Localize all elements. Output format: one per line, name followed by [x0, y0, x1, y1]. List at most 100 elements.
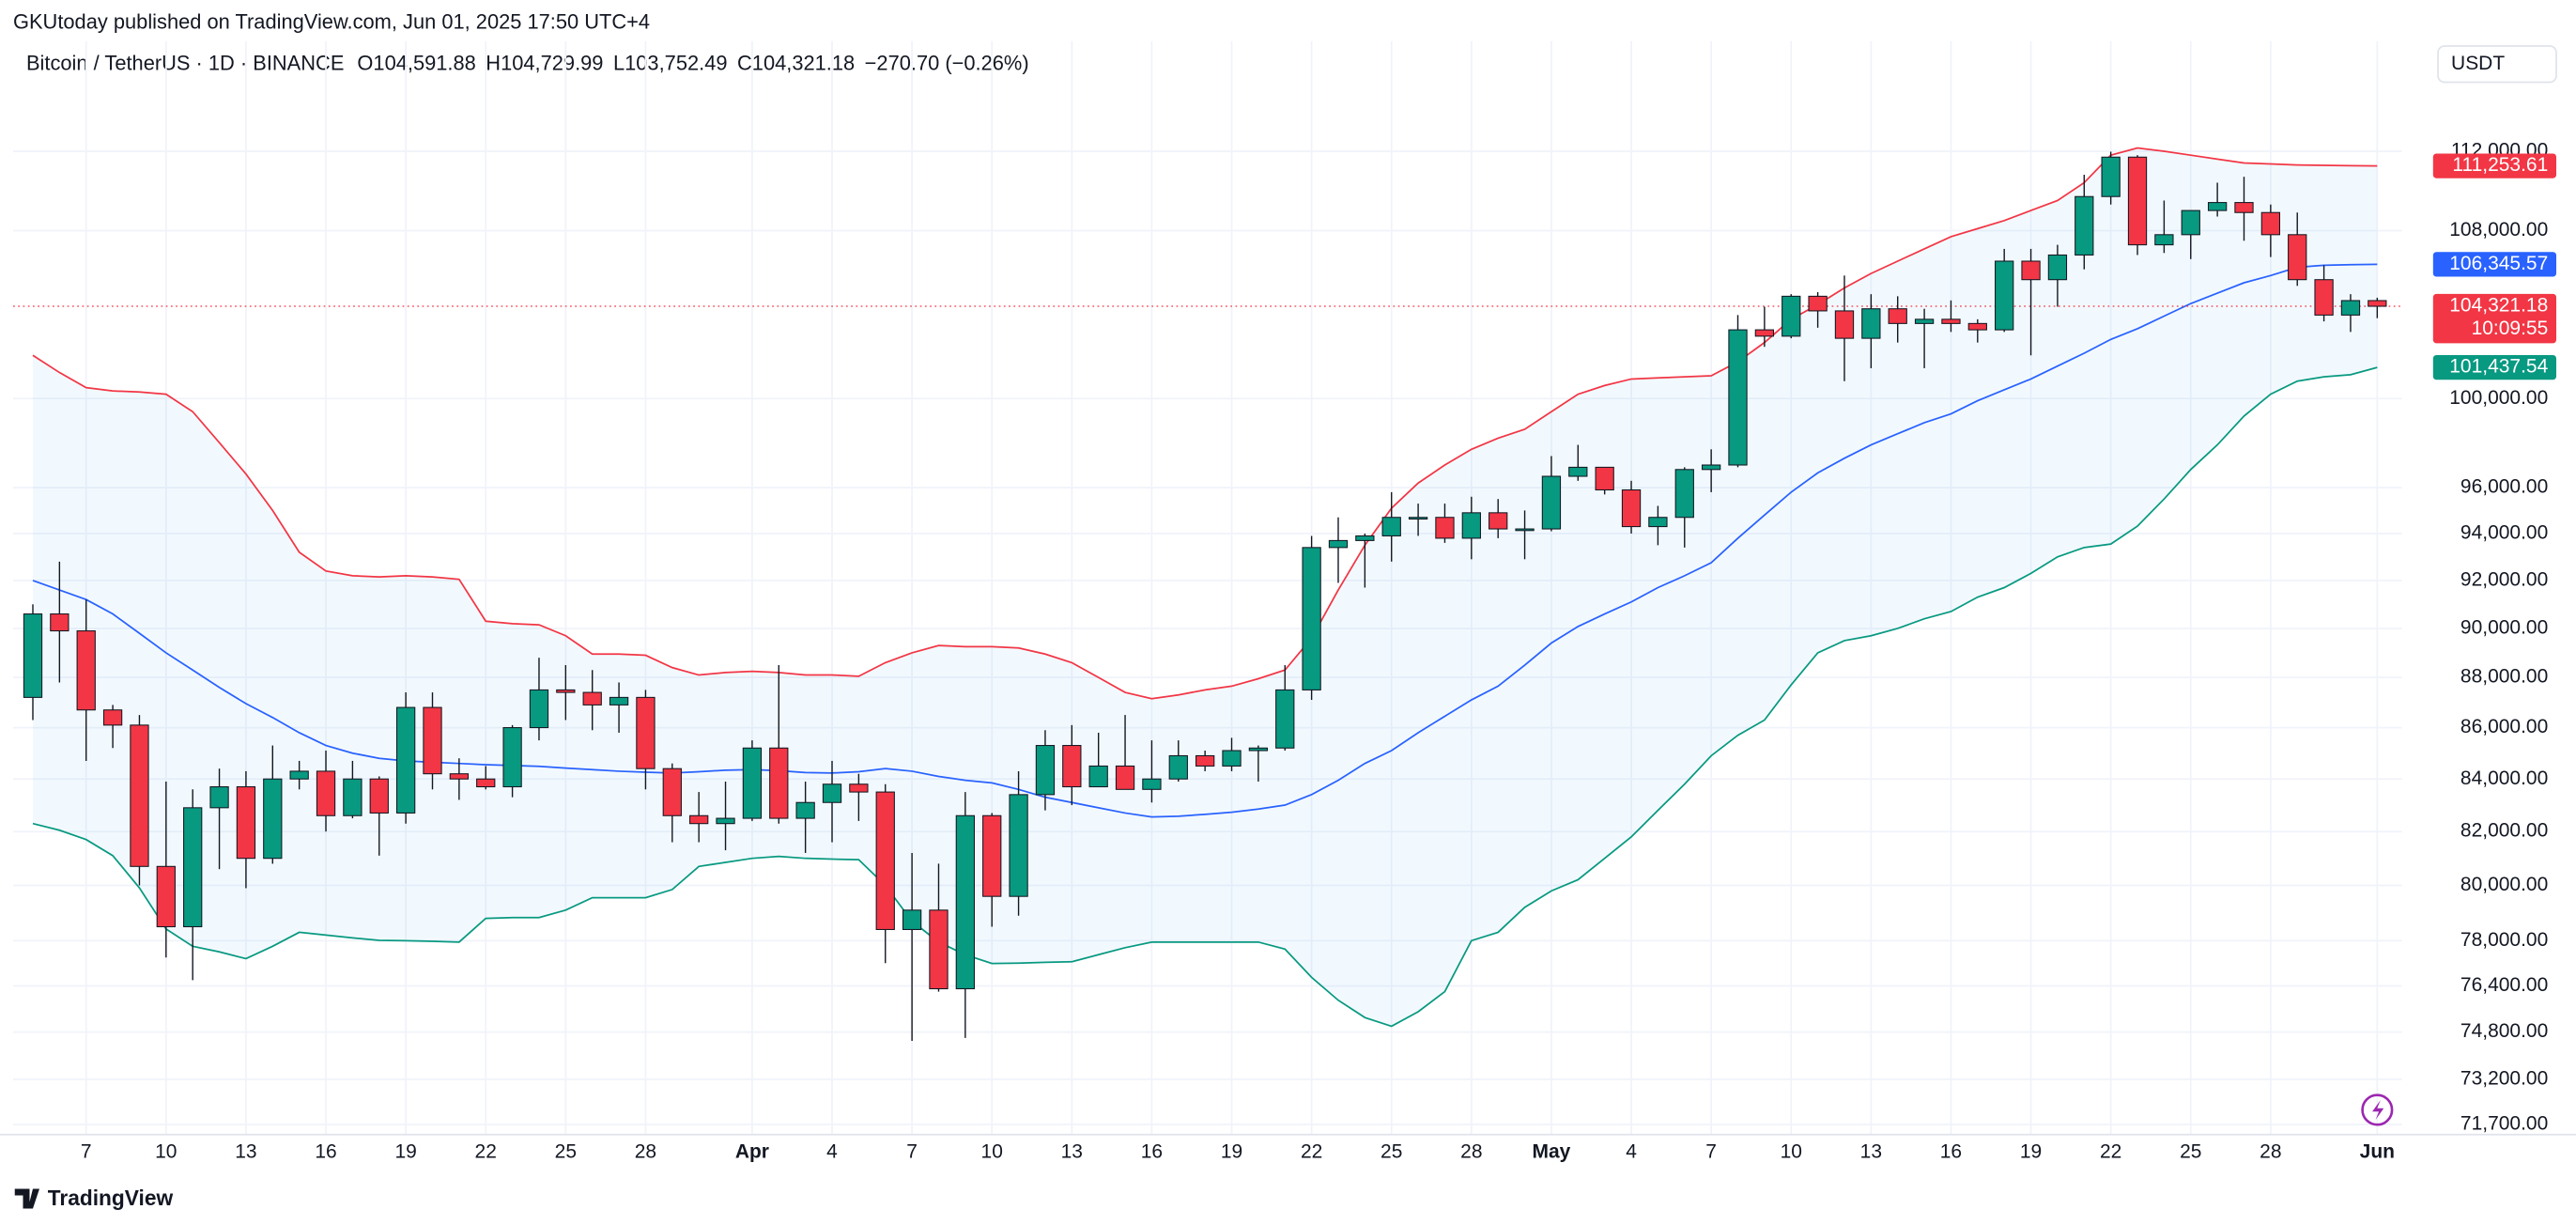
candle-body [2340, 300, 2361, 316]
x-tick-label: 25 [2180, 1141, 2201, 1163]
candle-body [1168, 754, 1188, 780]
legend-value: 103,752.49 [625, 51, 727, 74]
x-tick-label: 25 [1381, 1141, 1402, 1163]
legend-value: 104,591.88 [373, 51, 475, 74]
x-tick-label: 13 [235, 1141, 256, 1163]
x-tick-label: 22 [1301, 1141, 1322, 1163]
candle-body [1595, 466, 1614, 491]
candle-body [76, 630, 96, 711]
published-note: GKUtoday published on TradingView.com, J… [13, 9, 650, 33]
candle-body [1381, 517, 1401, 536]
candle-body [1541, 475, 1562, 530]
candle-body [2234, 202, 2254, 213]
candle-body [822, 783, 842, 803]
currency[interactable]: USDT [2451, 53, 2505, 74]
grid [12, 40, 2402, 1135]
candle-body [2075, 195, 2094, 256]
legend-value: 104,321.18 [752, 51, 855, 74]
candle-body [636, 696, 656, 769]
candle-body [982, 814, 1002, 897]
axes: 112,000.00108,000.00100,000.0096,000.009… [0, 140, 2576, 1163]
x-tick-label: 19 [2020, 1141, 2042, 1163]
legend-key: C [737, 51, 752, 74]
x-tick-label: Apr [735, 1141, 769, 1163]
y-tick-label: 73,200.00 [2460, 1067, 2548, 1089]
candle-body [556, 689, 576, 693]
candle-body [849, 783, 869, 793]
y-tick-label: 92,000.00 [2460, 568, 2548, 590]
candle-body [1808, 295, 1828, 312]
y-tick-label: 86,000.00 [2460, 716, 2548, 737]
x-tick-label: 7 [81, 1141, 92, 1163]
candle-body [1861, 308, 1881, 339]
brand-logo [14, 1188, 39, 1209]
price-label-box [2432, 354, 2557, 380]
price-label: 106,345.57 [2449, 253, 2548, 274]
x-tick-label: 28 [2260, 1141, 2281, 1163]
y-tick-label: 74,800.00 [2460, 1020, 2548, 1042]
x-tick-label: 10 [981, 1141, 1003, 1163]
candle-body [23, 613, 43, 698]
candle-body [289, 770, 309, 780]
y-tick-label: 71,700.00 [2460, 1112, 2548, 1134]
candle-body [529, 689, 549, 729]
x-tick-label: Jun [2360, 1141, 2395, 1163]
candle-body [1035, 745, 1056, 796]
y-tick-label: 88,000.00 [2460, 666, 2548, 688]
x-tick-label: 13 [1860, 1141, 1882, 1163]
candle-body [769, 747, 789, 819]
candle-body [2314, 279, 2334, 316]
candle-body [1489, 512, 1508, 530]
countdown: 10:09:55 [2472, 318, 2549, 339]
candle-body [742, 747, 763, 819]
candle-body [929, 909, 949, 990]
x-tick-label: 4 [1626, 1141, 1637, 1163]
x-tick-label: 22 [475, 1141, 497, 1163]
x-tick-label: 10 [155, 1141, 177, 1163]
candle-body [1888, 308, 1907, 324]
x-tick-label: 19 [1221, 1141, 1242, 1163]
price-label: 111,253.61 [2452, 154, 2548, 176]
candle-body [1941, 318, 1961, 324]
candle-body [1674, 469, 1694, 519]
change: −270.70 (−0.26%) [865, 51, 1029, 74]
candle-body [1142, 778, 1162, 790]
band-fill [32, 147, 2378, 1027]
candle-body [1967, 322, 1987, 331]
x-tick-label: 28 [1460, 1141, 1482, 1163]
candle-body [1648, 517, 1668, 528]
y-tick-label: 84,000.00 [2460, 768, 2548, 789]
candle-body [263, 778, 283, 860]
candle-body [1701, 464, 1721, 471]
candle-body [1728, 329, 1748, 466]
y-tick-label: 94,000.00 [2460, 522, 2548, 544]
y-tick-label: 82,000.00 [2460, 820, 2548, 842]
candle-body [582, 691, 602, 706]
candle-body [1408, 517, 1428, 520]
candle-body [2154, 234, 2174, 246]
y-tick-label: 96,000.00 [2460, 476, 2548, 498]
candle-body [902, 909, 922, 930]
candle-body [102, 709, 123, 726]
currency-box[interactable] [2437, 45, 2557, 84]
y-tick-label: 80,000.00 [2460, 874, 2548, 895]
candle-body [1834, 310, 1855, 339]
candle-body [1328, 539, 1349, 549]
candle-body [2101, 156, 2121, 197]
candle-body [955, 814, 975, 990]
candle-body [1995, 260, 2014, 331]
candle-body [423, 706, 442, 775]
candle-body [343, 778, 362, 816]
symbol-legend: Bitcoin / TetherUS · 1D · BINANCE O104,59… [26, 51, 1029, 74]
x-tick-label: 22 [2100, 1141, 2121, 1163]
legend-key: O [357, 51, 373, 74]
candle-body [1062, 745, 1082, 788]
candle-body [1621, 488, 1642, 528]
candle-body [716, 817, 735, 825]
x-tick-label: 16 [315, 1141, 336, 1163]
alert-icon[interactable] [2361, 1093, 2394, 1126]
candle-body [1222, 750, 1242, 767]
x-tick-label: 10 [1781, 1141, 1802, 1163]
